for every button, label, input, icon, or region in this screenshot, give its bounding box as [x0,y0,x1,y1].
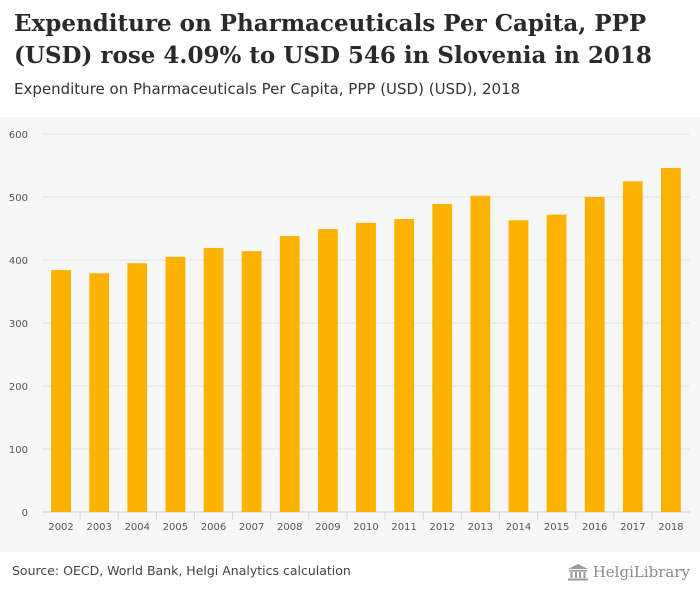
logo-text: HelgiLibrary [592,563,690,581]
bars [51,168,681,513]
helgi-library-logo: HelgiLibrary [567,561,690,583]
bar-2016 [584,197,605,512]
y-tick-label: 300 [9,319,28,330]
bar-2008 [279,236,300,512]
bar-2005 [165,256,186,512]
bar-2011 [394,219,415,513]
x-tick-label: 2005 [163,522,188,533]
source-note: Source: OECD, World Bank, Helgi Analytic… [12,563,351,578]
bar-2003 [89,273,110,512]
y-tick-label: 400 [9,256,28,267]
bar-2014 [508,220,529,512]
bar-2013 [470,195,491,513]
bar-2007 [241,251,262,512]
x-tick-label: 2010 [353,522,378,533]
x-tick-label: 2003 [86,522,111,533]
bar-2009 [317,229,338,512]
x-tick-label: 2007 [239,522,264,533]
x-tick-label: 2016 [582,522,607,533]
plot-area [0,117,700,552]
x-tick-label: 2009 [315,522,340,533]
x-tick-label: 2006 [201,522,226,533]
x-tick-label: 2017 [620,522,645,533]
bar-2017 [622,181,643,512]
bar-2018 [661,168,681,512]
chart-subtitle: Expenditure on Pharmaceuticals Per Capit… [14,80,521,98]
y-tick-label: 100 [9,445,28,456]
bar-2006 [203,248,224,512]
bar-2002 [51,270,71,512]
library-building-icon [567,564,588,581]
x-tick-label: 2004 [125,522,150,533]
x-axis-ticks: 2002 2003 2004 2005 2006 2007 2008 2009 2010 2011… [48,512,684,533]
y-axis-ticks: 0 100 200 300 400 500 600 [9,130,28,519]
y-tick-label: 0 [22,508,28,519]
x-tick-label: 2011 [391,522,416,533]
x-tick-label: 2013 [468,522,493,533]
x-tick-label: 2015 [544,522,569,533]
bar-2015 [546,214,567,512]
x-tick-label: 2018 [658,522,683,533]
chart-title: Expenditure on Pharmaceuticals Per Capit… [14,10,652,69]
x-tick-label: 2002 [48,522,73,533]
y-tick-label: 200 [9,382,28,393]
bar-2010 [356,222,376,512]
bar-2012 [432,203,453,512]
bar-2004 [127,263,148,512]
y-tick-label: 500 [9,193,28,204]
y-tick-label: 600 [9,130,28,141]
x-tick-label: 2012 [430,522,455,533]
x-tick-label: 2008 [277,522,302,533]
x-tick-label: 2014 [506,522,531,533]
